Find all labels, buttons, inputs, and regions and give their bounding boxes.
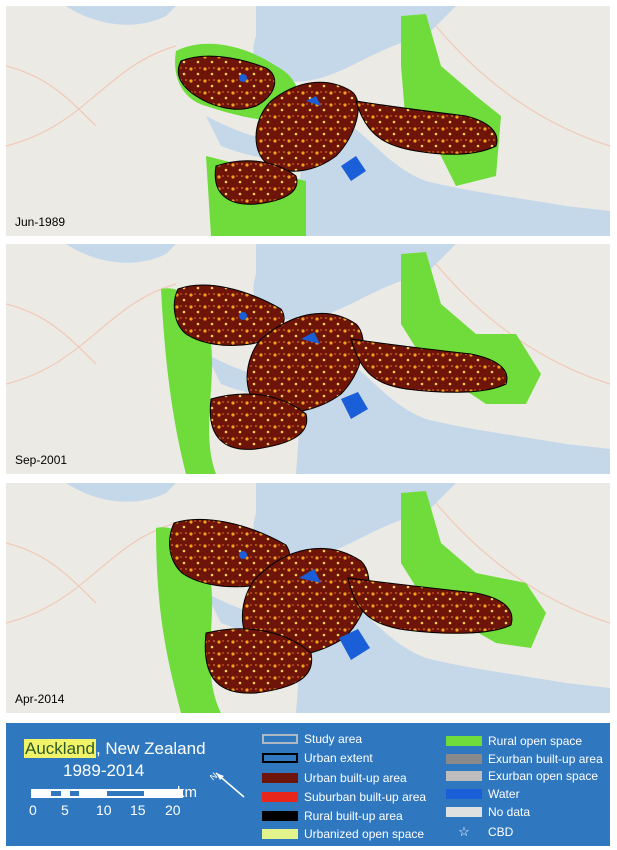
legend-item: Rural built-up area	[262, 809, 403, 823]
place-name: Auckland	[24, 739, 96, 758]
map-1989	[6, 6, 610, 236]
legend-item: No data	[446, 805, 530, 819]
legend-item: Urban built-up area	[262, 771, 407, 785]
no-data-swatch	[446, 807, 482, 817]
star-icon: ☆	[458, 824, 470, 839]
map-2014	[6, 483, 610, 713]
suburban-built-up-swatch	[262, 792, 298, 802]
legend-item: ☆ CBD	[446, 824, 513, 840]
urban-extent-swatch	[262, 753, 298, 763]
rural-built-up-swatch	[262, 811, 298, 821]
legend-panel: Auckland, New Zealand 1989-2014 km 0 5 1…	[6, 723, 610, 846]
legend-title: Auckland, New Zealand	[24, 739, 206, 759]
scale-tick: 5	[61, 802, 69, 818]
map-panel-1989: Jun-1989	[6, 6, 610, 236]
legend-label: Rural open space	[488, 734, 583, 748]
legend-years: 1989-2014	[63, 761, 145, 780]
legend-label: Suburban built-up area	[304, 790, 427, 804]
scale-tick: 10	[96, 802, 112, 818]
urbanized-open-space-swatch	[262, 829, 298, 839]
legend-label: Study area	[304, 732, 363, 746]
scale-tick: 0	[29, 802, 37, 818]
scale-segment	[107, 791, 144, 796]
legend-item: Rural open space	[446, 734, 582, 748]
water-swatch	[446, 789, 482, 799]
legend-label: Urban extent	[304, 751, 373, 765]
exurban-open-space-swatch	[446, 771, 482, 781]
legend-label: Rural built-up area	[304, 809, 403, 823]
legend-item: Suburban built-up area	[262, 790, 426, 804]
panel-date: Apr-2014	[15, 692, 65, 706]
map-2001	[6, 244, 610, 474]
scale-tick: 20	[165, 802, 181, 818]
legend-label: Urban built-up area	[304, 771, 407, 785]
panel-date: Jun-1989	[15, 215, 66, 229]
map-panel-2001: Sep-2001	[6, 244, 610, 474]
urban-built-up-swatch	[262, 773, 298, 783]
scale-unit: km	[177, 784, 197, 801]
scale-segment	[51, 791, 61, 796]
legend-label: Exurban open space	[488, 769, 599, 783]
legend-item: Exurban open space	[446, 769, 598, 783]
legend-label: CBD	[488, 825, 514, 839]
map-panel-2014: Apr-2014	[6, 483, 610, 713]
north-arrow-icon: N	[210, 771, 245, 798]
legend-item: Study area	[262, 732, 362, 746]
legend-label: Urbanized open space	[304, 827, 425, 841]
legend-item: Urban extent	[262, 751, 373, 765]
rural-open-space-swatch	[446, 736, 482, 746]
scale-segment	[70, 791, 79, 796]
country-suffix: , New Zealand	[95, 739, 206, 758]
legend-item: Urbanized open space	[262, 827, 424, 841]
legend-label: Exurban built-up area	[488, 752, 603, 766]
legend-label: No data	[488, 805, 531, 819]
legend-label: Water	[488, 787, 520, 801]
panel-date: Sep-2001	[15, 453, 68, 467]
legend-item: Exurban built-up area	[446, 752, 603, 766]
scale-tick: 15	[130, 802, 146, 818]
svg-text:N: N	[210, 771, 219, 783]
study-area-swatch	[262, 734, 298, 744]
exurban-built-up-swatch	[446, 754, 482, 764]
legend-item: Water	[446, 787, 520, 801]
scale-bar	[31, 789, 183, 798]
